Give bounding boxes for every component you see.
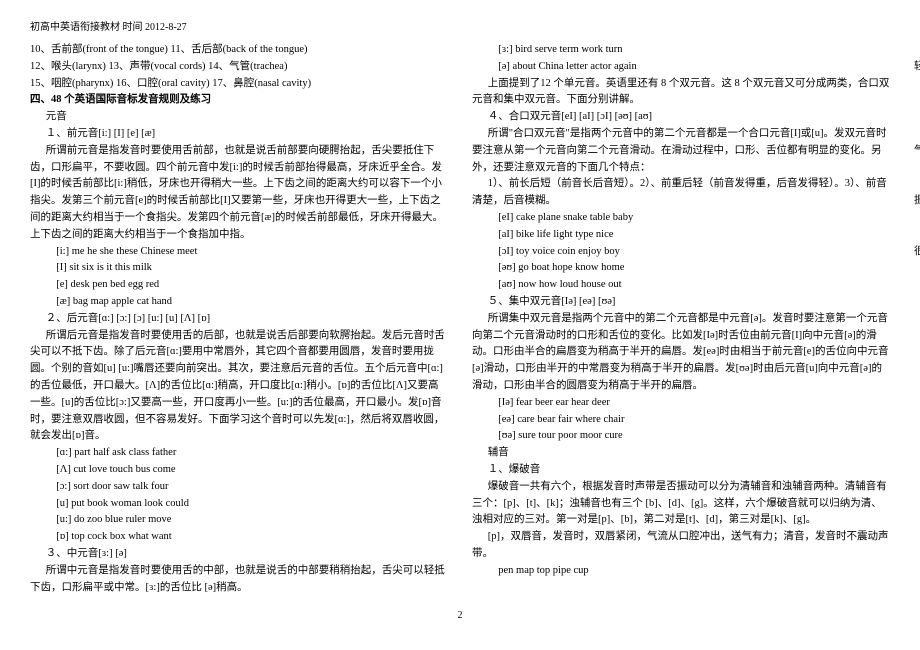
description: 1）、前长后短（前音长后音短）。2）、前重后轻（前音发得重，后音发得轻）。3）、… xyxy=(472,176,890,210)
vowel-title: ２、后元音[ɑ:] [ɔ:] [ɔ] [u:] [u] [Λ] [ɒ] xyxy=(30,311,448,328)
example-line: [e] desk pen bed egg red xyxy=(30,277,448,294)
description: 爆破音一共有六个，根据发音时声带是否振动可以分为清辅音和浊辅音两种。清辅音有三个… xyxy=(472,479,890,529)
example-line: cook book kick bucket tick xyxy=(914,210,920,227)
rule-line: [d]，齿槽音，发音时，舌端抵齿槽，气流从口腔冲出，但在词尾时发得很轻，不如[t… xyxy=(914,126,920,160)
example-line: [eI] cake plane snake table baby xyxy=(472,210,890,227)
example-line: [æ] bag map apple cat hand xyxy=(30,294,448,311)
example-line: [I] sit six is it this milk xyxy=(30,260,448,277)
example-line: [u:] do zoo blue ruler move xyxy=(30,512,448,529)
anatomy-line: 15、咽腔(pharynx) 16、口腔(oral cavity) 17、鼻腔(… xyxy=(30,76,448,93)
vowel-title: １、前元音[i:] [I] [e] [æ] xyxy=(30,126,448,143)
example-line: desk food deep door dot xyxy=(914,160,920,177)
description: 所谓前元音是指发音时要使用舌前部，也就是说舌前部要向硬腭抬起，舌尖要抵住下齿，口… xyxy=(30,143,448,244)
example-line: [ɔ:] sort door saw talk four xyxy=(30,479,448,496)
anatomy-line: 10、舌前部(front of the tongue) 11、舌后部(back … xyxy=(30,42,448,59)
content-columns: 10、舌前部(front of the tongue) 11、舌后部(back … xyxy=(30,42,890,602)
plosive-title: １、爆破音 xyxy=(472,462,890,479)
rule-line: [t]，齿槽音，发音时，舌端抵齿槽，气流从口腔冲出，送气有力；清音。 xyxy=(914,92,920,109)
example-line: [Λ] cut love touch bus come xyxy=(30,462,448,479)
sub-heading: 辅音 xyxy=(472,445,890,462)
example-line: [eə] care bear fair where chair xyxy=(472,412,890,429)
vowel-title: ４、合口双元音[eI] [aI] [ɔI] [əʊ] [aʊ] xyxy=(472,109,890,126)
example-line: bee beep about lab bat xyxy=(914,76,920,93)
page-header: 初高中英语衔接教材 时间 2012-8-27 xyxy=(30,20,890,36)
example-line: [ɜ:] bird serve term work turn xyxy=(472,42,890,59)
description: 上面提到了12 个单元音。英语里还有 8 个双元音。这 8 个双元音又可分成两类… xyxy=(472,76,890,110)
example-line: butter that fat debt dealer xyxy=(914,109,920,126)
example-line: [ə] about China letter actor again xyxy=(472,59,890,76)
anatomy-line: 12、喉头(larynx) 13、声带(vocal cords) 14、气管(t… xyxy=(30,59,448,76)
sub-heading: 元音 xyxy=(30,109,448,126)
example-line: [u] put book woman look could xyxy=(30,496,448,513)
rule-line: [k]，后舌音，发音时，后舌隆起，气流从喉咙口用力冲出，送气有力；清音，发音时不… xyxy=(914,176,920,210)
example-line: [Iə] fear beer ear hear deer xyxy=(472,395,890,412)
description: 所谓集中双元音是指两个元音中的第二个元音都是中元音[ə]。发音时要注意第一个元音… xyxy=(472,311,890,395)
page-number: 2 xyxy=(30,608,890,624)
section-title: 四、48 个英语国际音标发音规则及练习 xyxy=(30,92,448,109)
vowel-title: ５、集中双元音[Iə] [eə] [ʊə] xyxy=(472,294,890,311)
rule-line: [p]，双唇音，发音时，双唇紧闭，气流从口腔冲出，送气有力；清音，发音时不震动声… xyxy=(472,529,890,563)
description: 所谓后元音是指发音时要使用舌的后部，也就是说舌后部要向软腭抬起。发后元音时舌尖可… xyxy=(30,328,448,446)
example-line: [ɔI] toy voice coin enjoy boy xyxy=(472,244,890,261)
example-line: [ɑ:] part half ask class father xyxy=(30,445,448,462)
rule-line: [g]，后舌音，发音时，后舌隆起，气流从喉咙口用力冲出，送气有力；但在词尾时发得… xyxy=(914,227,920,261)
example-line: [ɒ] top cock box what want xyxy=(30,529,448,546)
example-line: [aʊ] now how loud house out xyxy=(472,277,890,294)
vowel-title: ３、中元音[ɜ:] [ə] xyxy=(30,546,448,563)
description: 所谓"合口双元音"是指两个元音中的第二个元音都是一个合口元音[I]或[u]。发双… xyxy=(472,126,890,176)
description: 所谓中元音是指发音时要使用舌的中部，也就是说舌的中部要稍稍抬起，舌尖可以轻抵下齿… xyxy=(30,563,448,597)
example-line: pen map top pipe cup xyxy=(472,563,890,580)
example-line: [ʊə] sure tour poor moor cure xyxy=(472,428,890,445)
example-line: [əʊ] go boat hope know home xyxy=(472,260,890,277)
rule-line: [b]，双唇音，发音时，双唇紧闭，气流从口腔冲出，送气有力；但 它在词尾时发得很… xyxy=(914,42,920,76)
example-line: [aI] bike life light type nice xyxy=(472,227,890,244)
example-line: [i:] me he she these Chinese meet xyxy=(30,244,448,261)
